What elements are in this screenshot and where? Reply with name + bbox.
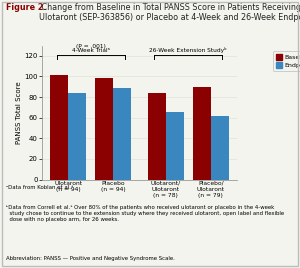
- Bar: [50, 76, 68, 180]
- Bar: [68, 93, 86, 180]
- Legend: Baseline, Endpoint: Baseline, Endpoint: [273, 51, 300, 71]
- Text: ᵃData from Koblan et al.⁵: ᵃData from Koblan et al.⁵: [6, 185, 73, 190]
- Text: ᵇData from Correll et al.⁵ Over 80% of the patients who received ulotaront or pl: ᵇData from Correll et al.⁵ Over 80% of t…: [6, 205, 284, 222]
- Text: Abbreviation: PANSS — Positive and Negative Syndrome Scale.: Abbreviation: PANSS — Positive and Negat…: [6, 256, 175, 261]
- Bar: [193, 87, 211, 180]
- Text: 4-Week Trialᵃ: 4-Week Trialᵃ: [72, 48, 110, 53]
- Y-axis label: PANSS Total Score: PANSS Total Score: [16, 81, 22, 144]
- Bar: [95, 77, 113, 180]
- Text: 26-Week Extension Studyᵇ: 26-Week Extension Studyᵇ: [149, 47, 227, 53]
- Text: (P = .001): (P = .001): [76, 44, 106, 49]
- Bar: [166, 111, 184, 180]
- Bar: [211, 116, 229, 180]
- Bar: [113, 88, 131, 180]
- Text: Figure 2.: Figure 2.: [6, 3, 46, 12]
- Text: Change from Baseline in Total PANSS Score in Patients Receiving
Ulotaront (SEP-3: Change from Baseline in Total PANSS Scor…: [39, 3, 300, 22]
- Bar: [148, 93, 166, 180]
